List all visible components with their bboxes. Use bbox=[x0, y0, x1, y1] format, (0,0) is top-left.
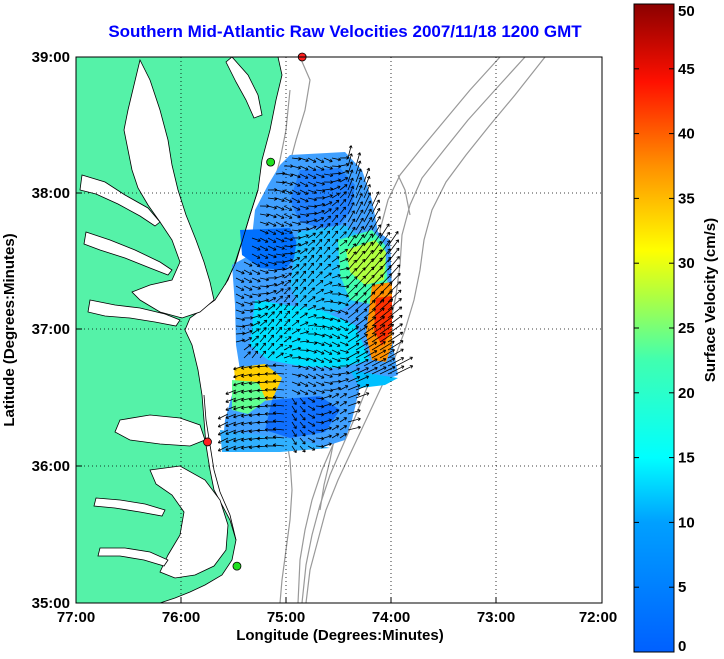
grid bbox=[76, 57, 602, 603]
x-tick-label: 77:00 bbox=[57, 609, 95, 626]
hatteras-station bbox=[232, 561, 242, 571]
pamlico-river bbox=[93, 497, 166, 517]
x-tick-label: 74:00 bbox=[372, 609, 410, 626]
colorbar-tick-label: 40 bbox=[678, 126, 695, 143]
y-tick-label: 36:00 bbox=[32, 458, 70, 475]
neuse-river bbox=[97, 547, 169, 567]
y-tick-label: 37:00 bbox=[32, 321, 70, 338]
delaware-bay bbox=[225, 57, 263, 119]
river-james bbox=[87, 299, 181, 327]
chesapeake-bay bbox=[123, 58, 215, 319]
pamlico-sound bbox=[149, 465, 229, 579]
barrier-islands bbox=[203, 189, 259, 541]
x-tick-label: 76:00 bbox=[162, 609, 200, 626]
colorbar bbox=[633, 3, 675, 653]
land-mainland bbox=[76, 57, 283, 603]
river-potomac bbox=[79, 174, 161, 227]
delmarva-station bbox=[266, 157, 276, 167]
y-axis-label: Latitude (Degrees:Minutes) bbox=[1, 233, 18, 426]
outer-banks-station bbox=[203, 437, 212, 447]
colorbar-tick-label: 45 bbox=[678, 61, 695, 78]
x-tick-label: 72:00 bbox=[579, 609, 617, 626]
colorbar-tick-label: 0 bbox=[678, 638, 686, 655]
velocity-arrows bbox=[217, 145, 414, 454]
y-tick-label: 35:00 bbox=[32, 595, 70, 612]
colorbar-tick-label: 50 bbox=[678, 3, 695, 20]
y-tick-label: 38:00 bbox=[32, 185, 70, 202]
colorbar-tick-label: 35 bbox=[678, 190, 695, 207]
colorbar-label: Surface Velocity (cm/s) bbox=[702, 218, 719, 382]
axis-ticks bbox=[76, 192, 497, 603]
colorbar-tick-label: 15 bbox=[678, 450, 695, 467]
chart-title: Southern Mid-Atlantic Raw Velocities 200… bbox=[108, 22, 582, 41]
colorbar-tick-label: 20 bbox=[678, 385, 695, 402]
colorbar-tick-label: 30 bbox=[678, 255, 695, 272]
x-axis-label: Longitude (Degrees:Minutes) bbox=[236, 627, 444, 644]
albemarle-sound bbox=[114, 414, 206, 447]
colorbar-ticks: 0 5 10 15 20 25 30 35 40 45 50 bbox=[634, 3, 695, 655]
x-tick-label: 73:00 bbox=[477, 609, 515, 626]
y-tick-label: 39:00 bbox=[32, 49, 70, 66]
velocity-vectors bbox=[217, 145, 414, 454]
colorbar-tick-label: 25 bbox=[678, 320, 695, 337]
colorbar-tick-label: 10 bbox=[678, 514, 695, 531]
colorbar-tick-label: 5 bbox=[678, 579, 686, 596]
x-tick-label: 75:00 bbox=[267, 609, 305, 626]
x-tick-labels: 77:00 76:00 75:00 74:00 73:00 72:00 bbox=[57, 609, 617, 626]
river-rappahannock bbox=[83, 231, 173, 276]
plot-frame bbox=[75, 56, 603, 604]
y-tick-labels: 39:00 38:00 37:00 36:00 35:00 bbox=[32, 49, 70, 612]
